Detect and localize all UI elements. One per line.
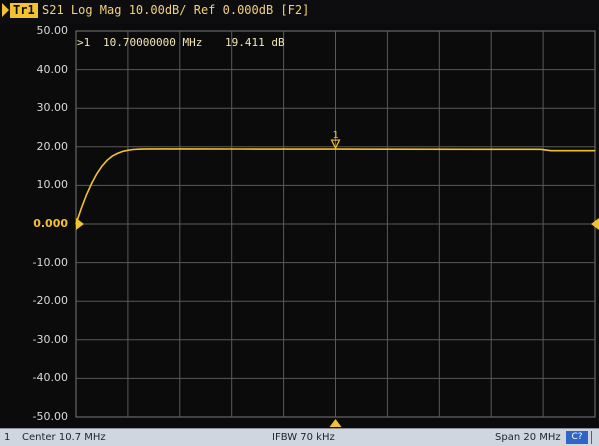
center-frequency[interactable]: Center 10.7 MHz (22, 432, 106, 443)
trace-point (394, 148, 396, 150)
trace-point (140, 148, 142, 150)
trace-point (96, 173, 98, 175)
reference-level-left-icon (76, 218, 84, 230)
trace-point (85, 194, 87, 196)
marker-readout-frequency: 10.70000000 MHz (103, 36, 202, 49)
y-tick-label: -50.00 (32, 410, 68, 423)
y-tick-label: -20.00 (32, 294, 68, 308)
trace-point (127, 149, 129, 151)
trace-point (550, 150, 552, 152)
marker-1-icon (330, 139, 341, 150)
frequency-span[interactable]: Span 20 MHz (495, 432, 561, 443)
trace-point (106, 159, 108, 161)
trace-title: S21 Log Mag 10.00dB/ Ref 0.000dB [F2] (42, 3, 310, 17)
y-tick-label: 30.00 (36, 101, 69, 115)
marker-label: 1 (333, 130, 339, 141)
marker-readout-id: >1 (77, 36, 90, 49)
trace-point (75, 223, 77, 225)
trace-point (101, 165, 103, 167)
channel-number[interactable]: 1 (4, 432, 11, 443)
y-tick-label: 50.00 (36, 24, 69, 37)
trace-point (150, 148, 152, 150)
trace-point (91, 182, 93, 185)
trace-point (539, 148, 542, 150)
trace-point (80, 208, 82, 210)
trace-point (122, 150, 124, 152)
trace-point (187, 148, 189, 150)
trace-point (161, 148, 163, 150)
if-bandwidth[interactable]: IFBW 70 kHz (272, 432, 335, 443)
y-tick-label: -40.00 (32, 371, 68, 385)
status-divider (591, 431, 592, 444)
y-tick-label: 20.00 (36, 139, 69, 153)
title-bar: Tr1 S21 Log Mag 10.00dB/ Ref 0.000dB [F2… (0, 0, 599, 24)
trace-point (111, 155, 113, 157)
trace-badge[interactable]: Tr1 (10, 3, 38, 18)
y-tick-label: 10.00 (36, 178, 69, 192)
status-bar: 1 Center 10.7 MHz IFBW 70 kHz Span 20 MH… (0, 428, 599, 446)
center-frequency-pointer-icon (329, 419, 342, 427)
y-tick-label: 40.00 (36, 62, 69, 76)
active-trace-arrow-icon (2, 3, 9, 17)
trace-point (132, 148, 134, 151)
trace-point (238, 148, 241, 150)
trace-point (116, 152, 119, 154)
reference-level-right-icon (591, 218, 599, 230)
y-tick-label: -10.00 (32, 255, 68, 269)
trace-point (472, 148, 474, 150)
marker-readout-value: 19.411 dB (225, 36, 285, 49)
y-tick-label: -30.00 (32, 332, 68, 346)
trace-point (594, 150, 596, 152)
calibration-badge[interactable]: C? (566, 431, 588, 444)
y-tick-label: 0.000 (33, 217, 68, 230)
